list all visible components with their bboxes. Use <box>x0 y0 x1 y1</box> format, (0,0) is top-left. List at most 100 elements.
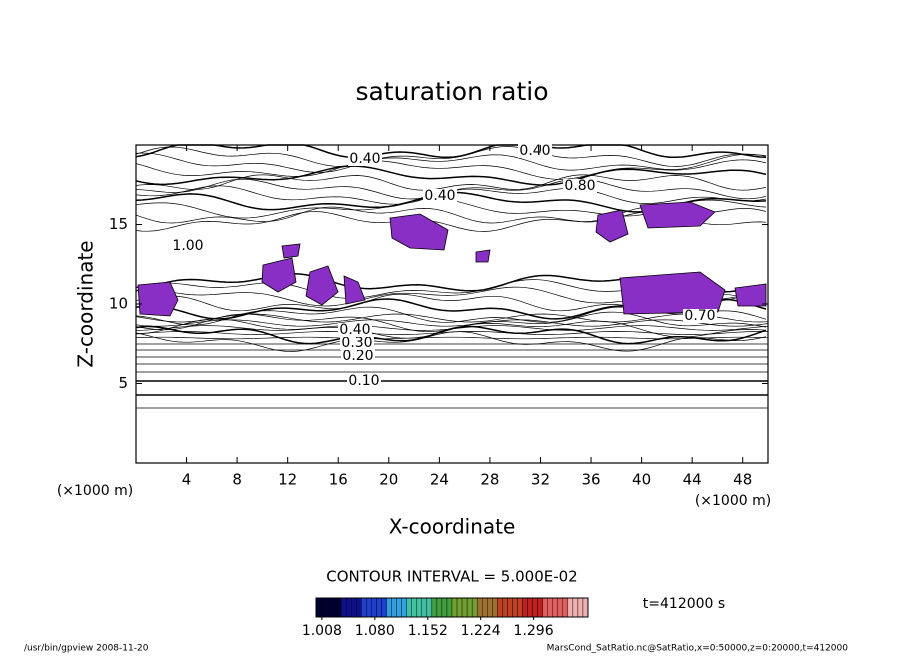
x-axis-label: X-coordinate <box>389 515 516 539</box>
filled-region <box>619 271 726 315</box>
filled-region <box>281 243 301 259</box>
colorbar-band <box>542 597 548 618</box>
colorbar-band <box>320 597 327 618</box>
contour-label-bg <box>171 239 205 253</box>
filled-region <box>639 201 716 229</box>
time-label: t=412000 s <box>643 596 725 612</box>
colorbar-band <box>471 597 478 618</box>
y-tick-label: 5 <box>118 374 128 392</box>
contour-label-bg <box>518 144 552 158</box>
colorbar-band <box>330 597 337 618</box>
x-unit: (×1000 m) <box>695 493 771 509</box>
x-tick-label: 32 <box>531 471 550 489</box>
colorbar-band <box>476 597 483 618</box>
colorbar-band <box>557 597 564 618</box>
colorbar-band <box>567 597 574 618</box>
x-tick-label: 24 <box>430 471 449 489</box>
contour-label-bg <box>340 336 374 350</box>
colorbar-band <box>577 597 584 618</box>
y-unit: (×1000 m) <box>57 483 133 499</box>
filled-region <box>595 209 629 243</box>
x-tick-label: 8 <box>232 471 242 489</box>
filled-region <box>137 281 179 317</box>
colorbar-band <box>502 597 508 618</box>
colorbar-band <box>436 597 443 618</box>
colorbar-tick-label: 1.296 <box>514 623 554 639</box>
contour-line <box>135 144 767 159</box>
contour-line <box>135 319 769 327</box>
colorbar-band <box>456 597 463 618</box>
filled-region <box>475 249 491 263</box>
contour-label-bg <box>563 179 597 193</box>
colorbar-band <box>431 597 438 618</box>
x-tick-label: 4 <box>182 471 192 489</box>
colorbar-band <box>335 597 342 618</box>
contour-label-bg <box>341 349 375 363</box>
colorbar-band <box>421 597 428 618</box>
colorbar-band <box>552 597 558 618</box>
filled-region <box>389 213 449 251</box>
contour-label-bg <box>347 374 381 388</box>
x-tick-label: 44 <box>683 471 702 489</box>
x-tick-label: 16 <box>329 471 348 489</box>
colorbar-band <box>416 597 422 618</box>
colorbar-band <box>482 597 488 618</box>
footer-right: MarsCond_SatRatio.nc@SatRatio,x=0:50000,… <box>547 644 849 654</box>
colorbar-band <box>507 597 513 618</box>
colorbar-band <box>487 597 493 618</box>
colorbar-frame <box>315 597 589 618</box>
contour-label: 0.70 <box>684 308 715 324</box>
filled-region <box>343 275 366 305</box>
contour-label-bg <box>683 309 717 323</box>
colorbar-band <box>376 597 382 618</box>
contour-label-bg <box>348 152 382 166</box>
colorbar-band <box>446 597 453 618</box>
contour-line <box>135 331 767 352</box>
colorbar-band <box>497 597 503 618</box>
y-axis-label: Z-coordinate <box>74 240 98 367</box>
x-tick-label: 20 <box>379 471 398 489</box>
x-tick-label: 48 <box>733 471 752 489</box>
colorbar-band <box>381 597 387 618</box>
contour-label: 0.40 <box>519 143 550 159</box>
colorbar-band <box>401 597 407 618</box>
colorbar-tick-label: 1.080 <box>355 623 395 639</box>
contour-line <box>135 152 767 173</box>
x-tick-label: 28 <box>480 471 499 489</box>
colorbar-band <box>356 597 362 618</box>
contour-label: 0.40 <box>349 151 380 167</box>
contour-label: 0.10 <box>348 373 379 389</box>
colorbar-band <box>532 597 538 618</box>
colorbar-band <box>391 597 397 618</box>
contour-label-bg <box>423 189 457 203</box>
contour-line <box>135 325 767 345</box>
colorbar-band <box>351 597 357 618</box>
colorbar-band <box>492 597 498 618</box>
colorbar-band <box>366 597 372 618</box>
colorbar-band <box>572 597 579 618</box>
colorbar-band <box>396 597 402 618</box>
colorbar-band <box>371 597 377 618</box>
colorbar-band <box>315 597 322 618</box>
colorbar-band <box>547 597 553 618</box>
colorbar-band <box>386 597 392 618</box>
contour-line <box>135 165 767 186</box>
contour-line <box>135 174 767 191</box>
contour-label-bg <box>338 323 372 337</box>
contour-label: 0.40 <box>339 322 370 338</box>
colorbar-tick-label: 1.224 <box>461 623 501 639</box>
colorbar-band <box>517 597 523 618</box>
filled-region <box>734 283 767 307</box>
filled-region <box>305 265 339 306</box>
chart-title: saturation ratio <box>355 77 548 106</box>
colorbar-band <box>466 597 473 618</box>
colorbar-tick-label: 1.008 <box>302 623 342 639</box>
colorbar-band <box>537 597 543 618</box>
contour-label: 0.80 <box>564 178 595 194</box>
contour-label: 1.00 <box>172 238 203 254</box>
colorbar-band <box>406 597 412 618</box>
colorbar-band <box>451 597 458 618</box>
colorbar-band <box>562 597 569 618</box>
colorbar-band <box>411 597 417 618</box>
colorbar-band <box>461 597 468 618</box>
